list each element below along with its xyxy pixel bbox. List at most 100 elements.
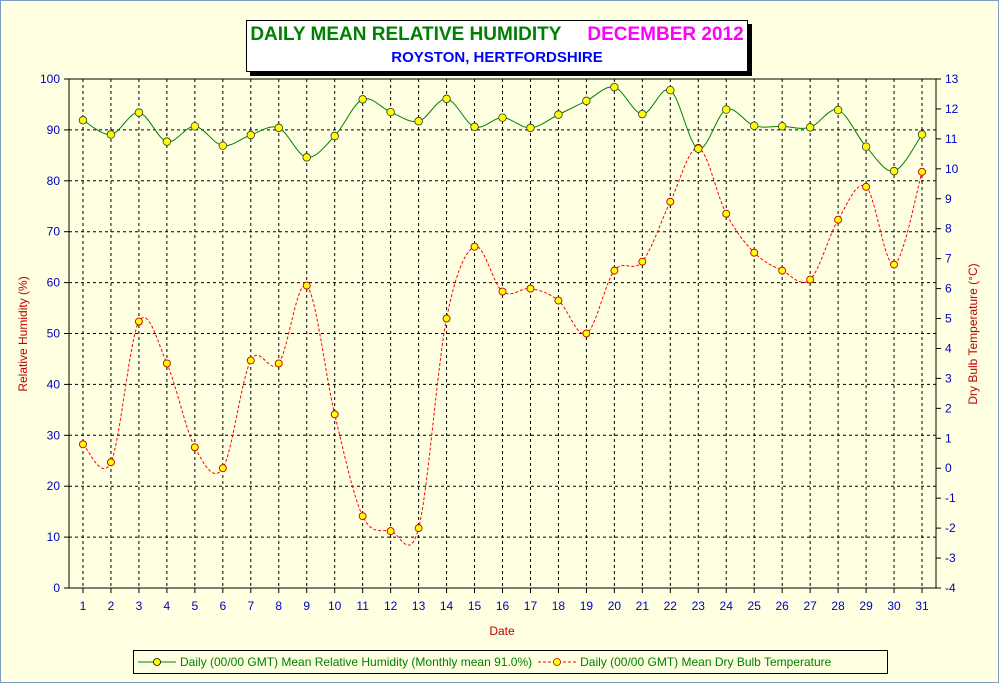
y-right-tick-label: 0	[945, 461, 952, 475]
x-tick-label: 16	[496, 599, 510, 613]
x-tick-label: 26	[775, 599, 789, 613]
humidity-point	[386, 107, 395, 117]
x-tick-label: 25	[748, 599, 762, 613]
x-tick-label: 5	[192, 599, 199, 613]
series-temperature	[79, 143, 926, 546]
x-axis-ticks: 1 2 3 4 5 6 7 8 9 10 11 12 13 14 15 16 17 18 19 20 21 22 23 24 2…	[80, 588, 929, 613]
humidity-point	[302, 153, 311, 162]
y-left-tick-label: 40	[47, 377, 61, 391]
chart-title-box: DAILY MEAN RELATIVE HUMIDITY DECEMBER 201…	[246, 20, 748, 72]
temperature-point	[834, 215, 843, 224]
legend-label-temperature: Daily (00/00 GMT) Mean Dry Bulb Temperat…	[580, 655, 832, 669]
temperature-point	[498, 287, 507, 296]
legend-label-humidity: Daily (00/00 GMT) Mean Relative Humidity…	[180, 655, 533, 669]
y-right-tick-label: -1	[945, 491, 956, 505]
y-right-tick-label: 5	[945, 312, 952, 326]
legend: Daily (00/00 GMT) Mean Relative Humidity…	[133, 650, 888, 674]
x-axis-label: Date	[489, 624, 515, 638]
x-tick-label: 14	[440, 599, 454, 613]
x-tick-label: 6	[219, 599, 226, 613]
humidity-point	[274, 123, 283, 133]
humidity-point	[526, 123, 535, 133]
humidity-point	[330, 131, 339, 141]
x-tick-label: 11	[356, 599, 369, 613]
humidity-point	[162, 137, 172, 146]
grid	[69, 79, 936, 588]
humidity-point	[750, 121, 759, 131]
x-tick-label: 28	[831, 599, 845, 613]
y-left-tick-label: 30	[47, 428, 61, 442]
temperature-point	[330, 410, 339, 419]
temperature-point	[414, 524, 423, 533]
humidity-point	[610, 82, 619, 92]
temperature-point	[638, 257, 647, 266]
humidity-point	[777, 122, 787, 131]
humidity-point	[78, 116, 88, 125]
humidity-point	[442, 94, 451, 104]
humidity-point	[917, 130, 927, 139]
x-tick-label: 15	[468, 599, 482, 613]
y-left-tick-label: 0	[53, 581, 60, 595]
x-tick-label: 31	[915, 599, 929, 613]
y-left-tick-label: 50	[47, 327, 61, 341]
temperature-point	[722, 209, 731, 218]
chart-title: DAILY MEAN RELATIVE HUMIDITY	[250, 24, 562, 45]
humidity-point	[805, 123, 815, 132]
humidity-point	[861, 142, 871, 151]
temperature-point	[442, 314, 451, 323]
title-line: DAILY MEAN RELATIVE HUMIDITY DECEMBER 201…	[247, 24, 747, 46]
temperature-point	[358, 512, 367, 521]
y-right-tick-label: 9	[945, 192, 952, 206]
y-left-tick-label: 10	[47, 530, 61, 544]
x-tick-label: 10	[328, 599, 342, 613]
y-right-tick-label: -4	[945, 581, 956, 595]
x-tick-label: 22	[664, 599, 678, 613]
y-right-tick-label: 13	[945, 72, 959, 86]
y-right-tick-label: 6	[945, 282, 952, 296]
x-tick-label: 9	[303, 599, 310, 613]
temperature-point	[918, 167, 926, 176]
humidity-point	[694, 144, 703, 153]
temperature-point	[554, 296, 563, 305]
chart-title-month: DECEMBER 2012	[587, 24, 744, 45]
temperature-point	[750, 248, 759, 257]
x-tick-label: 20	[608, 599, 622, 613]
x-tick-label: 2	[108, 599, 115, 613]
humidity-point	[722, 105, 731, 114]
temperature-point	[890, 260, 898, 269]
chart-subtitle: ROYSTON, HERTFORDSHIRE	[391, 49, 603, 66]
x-tick-label: 23	[692, 599, 706, 613]
humidity-point	[218, 141, 228, 150]
temperature-point	[582, 329, 591, 338]
humidity-point	[638, 109, 647, 119]
temperature-point	[666, 197, 675, 206]
humidity-point	[358, 95, 367, 104]
y-right-tick-label: -2	[945, 521, 956, 535]
humidity-point	[889, 166, 899, 176]
y-axis-left-label: Relative Humidity (%)	[16, 276, 30, 391]
x-tick-label: 18	[552, 599, 566, 613]
legend-swatch-humidity	[138, 658, 176, 666]
temperature-point	[162, 359, 171, 368]
x-tick-label: 1	[80, 599, 87, 613]
legend-swatch-temperature	[538, 658, 577, 666]
y-right-tick-label: 8	[945, 222, 952, 236]
temperature-point	[470, 242, 479, 251]
y-axis-left-ticks: 0 10 20 30 40 50 60 70 80 90 100	[40, 72, 69, 595]
humidity-point	[666, 85, 675, 95]
y-left-tick-label: 20	[47, 479, 61, 493]
y-right-tick-label: 2	[945, 401, 952, 415]
humidity-point	[833, 105, 843, 115]
x-tick-label: 8	[275, 599, 282, 613]
temperature-point	[778, 266, 787, 275]
temperature-point	[79, 440, 87, 449]
y-right-tick-label: 1	[945, 431, 952, 445]
y-left-tick-label: 100	[40, 72, 60, 86]
x-tick-label: 12	[384, 599, 398, 613]
y-axis-right-label: Dry Bulb Temperature (°C)	[966, 263, 980, 404]
humidity-point	[414, 117, 423, 126]
y-right-tick-label: 12	[945, 102, 959, 116]
